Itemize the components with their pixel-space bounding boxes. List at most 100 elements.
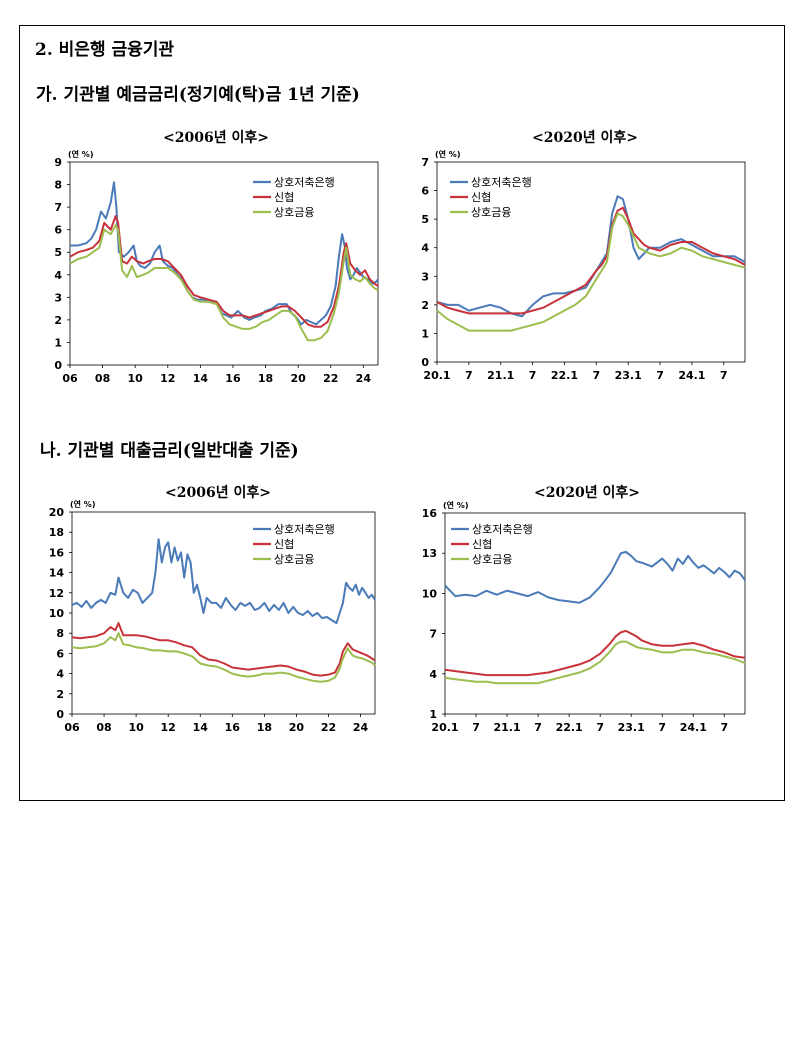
y-tick-label: 16 [422,507,438,520]
legend-label-mutual-finance: 상호금융 [471,206,511,219]
x-tick-label: 14 [193,721,209,734]
x-tick-label: 7 [592,369,600,382]
y-tick-label: 9 [54,156,62,169]
y-tick-label: 0 [421,356,429,369]
chart-title-deposit-2020: <2020년 이후> [532,130,638,146]
x-tick-label: 21.1 [487,369,514,382]
y-tick-label: 12 [49,587,64,600]
legend-label-mutual-finance: 상호금융 [472,553,512,566]
series-line-savings-bank [444,550,746,604]
x-tick-label: 18 [257,721,272,734]
y-tick-label: 1 [429,708,437,721]
y-tick-label: 1 [421,327,429,340]
y-tick-label: 4 [54,269,62,282]
x-tick-label: 16 [225,721,241,734]
y-tick-label: 16 [49,546,65,559]
legend-label-savings-bank: 상호저축은행 [472,523,533,536]
legend-label-credit-union: 신협 [471,191,491,204]
y-tick-label: 13 [422,547,437,560]
legend-label-savings-bank: 상호저축은행 [471,176,532,189]
series-line-savings-bank [71,538,376,625]
legend-label-credit-union: 신협 [274,538,294,551]
x-tick-label: 23.1 [618,721,645,734]
y-tick-label: 4 [56,668,64,681]
x-tick-label: 18 [258,372,273,385]
x-tick-label: 23.1 [615,369,642,382]
x-tick-label: 08 [95,372,110,385]
y-tick-label: 18 [49,526,64,539]
y-tick-label: 8 [56,627,64,640]
unit-label: (연 %) [443,500,468,510]
y-tick-label: 2 [56,688,64,701]
y-tick-label: 7 [421,156,429,169]
x-tick-label: 24.1 [680,721,707,734]
subsection-loan-rates: 나. 기관별 대출금리(일반대출 기준) [40,441,299,461]
y-tick-label: 10 [49,607,65,620]
series-line-savings-bank [70,181,379,326]
x-tick-label: 20.1 [431,721,458,734]
y-tick-label: 5 [54,246,62,259]
x-tick-label: 20.1 [423,369,450,382]
x-tick-label: 12 [160,372,175,385]
chart-deposit-2020: (연 %) 0 1 2 3 4 5 6 7 20.1 7 21.1 7 22.1 7 23.1 7 24.1 7 상호… [421,149,746,382]
series-line-mutual-finance [69,224,379,342]
legend-label-savings-bank: 상호저축은행 [274,523,335,536]
y-tick-label: 0 [56,708,64,721]
legend-label-credit-union: 신협 [472,538,492,551]
legend-label-mutual-finance: 상호금융 [274,206,314,219]
series-line-mutual-finance [436,212,746,332]
y-tick-label: 6 [54,224,62,237]
chart-title-loan-2006: <2006년 이후> [165,485,271,501]
unit-label: (연 %) [70,499,95,509]
y-tick-label: 8 [54,179,62,192]
y-tick-label: 4 [429,668,437,681]
content-frame [19,25,785,801]
x-tick-label: 24.1 [678,369,705,382]
x-tick-label: 21.1 [493,721,520,734]
x-tick-label: 20 [289,721,305,734]
plot-area [69,161,379,366]
x-tick-label: 14 [193,372,209,385]
y-tick-label: 0 [54,359,62,372]
series-line-mutual-finance [444,640,746,685]
x-tick-label: 10 [128,372,144,385]
x-tick-label: 7 [656,369,664,382]
y-tick-label: 6 [56,647,64,660]
x-tick-label: 22.1 [556,721,583,734]
x-tick-label: 7 [534,721,542,734]
x-tick-label: 7 [596,721,604,734]
unit-label: (연 %) [435,149,460,159]
chart-title-deposit-2006: <2006년 이후> [163,130,269,146]
y-tick-label: 3 [421,270,429,283]
y-tick-label: 1 [54,336,62,349]
y-tick-label: 7 [54,201,62,214]
y-tick-label: 6 [421,185,429,198]
y-tick-label: 20 [49,506,65,519]
legend-label-mutual-finance: 상호금융 [274,553,314,566]
x-tick-label: 24 [356,372,372,385]
plot-area [444,512,746,715]
chart-title-loan-2020: <2020년 이후> [534,485,640,501]
section-title: 2. 비은행 금융기관 [35,40,175,60]
x-tick-label: 10 [128,721,144,734]
subsection-deposit-rates: 가. 기관별 예금금리(정기예(탁)금 1년 기준) [36,85,360,105]
x-tick-label: 7 [529,369,537,382]
x-tick-label: 7 [720,721,728,734]
x-tick-label: 06 [62,372,78,385]
y-tick-label: 2 [54,314,62,327]
x-tick-label: 7 [658,721,666,734]
legend-label-credit-union: 신협 [274,191,294,204]
series-line-credit-union [444,629,746,677]
y-tick-label: 14 [49,567,65,580]
x-tick-label: 08 [96,721,111,734]
x-tick-label: 20 [290,372,306,385]
series-line-mutual-finance [71,632,376,683]
legend-label-savings-bank: 상호저축은행 [274,176,335,189]
y-tick-label: 3 [54,291,62,304]
unit-label: (연 %) [68,149,93,159]
chart-loan-2020: (연 %) 1 4 7 10 13 16 20.1 7 21.1 7 22.1 7 23.1 7 24.1 7 상… [422,500,746,734]
x-tick-label: 16 [225,372,241,385]
series-line-credit-union [71,622,376,677]
